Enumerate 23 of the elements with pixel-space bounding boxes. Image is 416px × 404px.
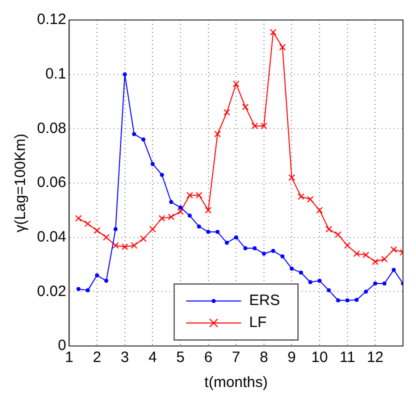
x-tick-label: 9 <box>288 349 296 366</box>
x-tick-label: 8 <box>260 349 268 366</box>
y-tick-label: 0.12 <box>36 11 66 28</box>
y-tick-label: 0.06 <box>36 174 66 192</box>
x-tick-label: 3 <box>120 349 129 366</box>
x-tick-label: 2 <box>92 349 102 366</box>
y-tick-label: 0.02 <box>36 282 66 300</box>
x-tick-label: 6 <box>204 349 212 366</box>
legend-label: LF <box>249 314 267 332</box>
y-axis-title: γ(Lag=100Km) <box>12 134 30 232</box>
y-tick-label: 0 <box>58 337 66 354</box>
y-tick-label: 0.08 <box>36 120 66 137</box>
x-tick-label: 12 <box>366 349 384 366</box>
x-axis-title: t(months) <box>204 374 268 392</box>
x-tick-label: 10 <box>311 349 328 366</box>
y-tick-label: 0.1 <box>45 65 66 82</box>
x-tick-label: 11 <box>340 349 356 366</box>
x-tick-label: 5 <box>176 349 185 366</box>
y-tick-label: 0.04 <box>36 228 66 246</box>
x-tick-label: 7 <box>232 349 240 366</box>
legend-label: ERS <box>249 292 280 310</box>
x-tick-label: 1 <box>65 349 74 366</box>
x-tick-label: 4 <box>148 349 157 366</box>
